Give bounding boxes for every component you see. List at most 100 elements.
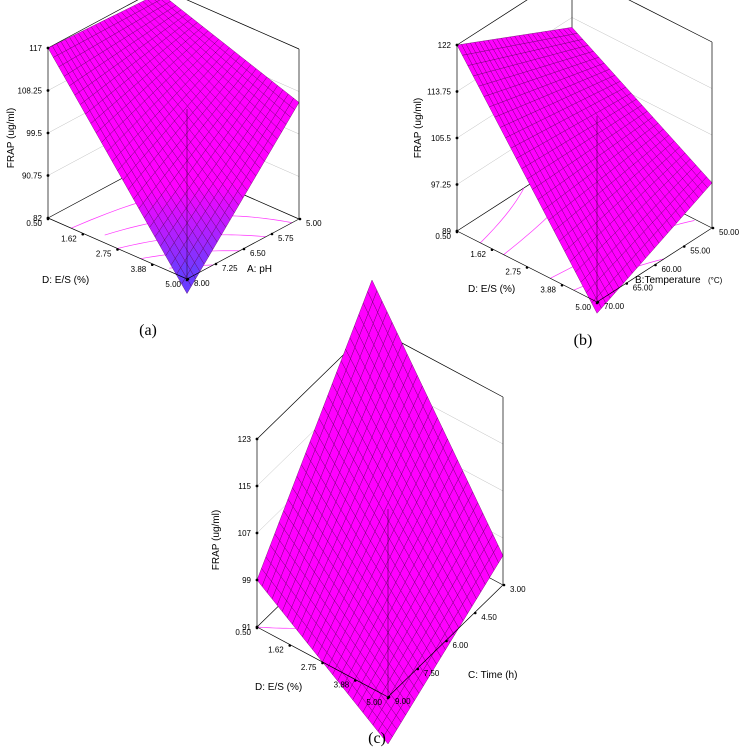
y-tick-label: 60.00: [662, 265, 683, 274]
chart-panel-c: 91 99 107 115 123 0.50 1.62 2.75 3.88 5.00 9.00 7.5…: [211, 279, 526, 747]
x-tick-label: 3.88: [131, 265, 147, 274]
x-tick-label: 0.50: [235, 628, 251, 637]
x-axis-label: D: E/S (%): [468, 284, 515, 295]
x-tick-label: 0.50: [435, 232, 451, 241]
z-tick-label: 99: [242, 576, 251, 585]
y-axis-unit: (°C): [708, 276, 723, 285]
x-tick-label: 3.88: [540, 285, 556, 294]
response-surface-c: [256, 279, 504, 745]
z-tick-label: 99.5: [26, 129, 42, 138]
y-tick-dot: [502, 583, 506, 587]
x-tick-dot: [255, 626, 259, 630]
y-tick-label: 50.00: [719, 228, 740, 237]
z-tick-label: 82: [33, 214, 42, 223]
z-tick-label: 90.75: [22, 172, 43, 181]
y-tick-label: 7.25: [222, 264, 238, 273]
x-tick-label: 5.00: [366, 698, 382, 707]
x-tick-dot: [288, 644, 292, 647]
y-tick-label: 65.00: [633, 284, 654, 293]
y-tick-label: 55.00: [690, 247, 711, 256]
z-tick-dot: [46, 174, 50, 177]
x-tick-dot: [560, 283, 564, 287]
z-axis-label: FRAP (ug/ml): [413, 98, 424, 158]
y-tick-label: 9.00: [395, 697, 411, 706]
x-tick-dot: [455, 230, 459, 234]
y-tick-label: 4.50: [481, 613, 497, 622]
x-tick-label: 0.50: [26, 219, 42, 228]
x-axis-label: D: E/S (%): [255, 682, 302, 693]
z-tick-label: 115: [238, 482, 251, 491]
x-axis-label: D: E/S (%): [42, 275, 89, 286]
z-tick-dot: [255, 531, 259, 535]
ticks-c: 91 99 107 115 123 0.50 1.62 2.75 3.88 5.00 9.00 7.5…: [235, 435, 526, 707]
x-tick-dot: [150, 263, 154, 267]
ticks-b: 89 97.25 105.5 113.75 122 0.50 1.62 2.75 3.88 5.0…: [427, 41, 739, 312]
x-tick-label: 2.75: [96, 250, 112, 259]
z-tick-dot: [455, 90, 459, 93]
y-tick-dot: [711, 226, 715, 230]
x-tick-label: 1.62: [470, 250, 486, 259]
y-tick-dot: [654, 263, 657, 267]
y-tick-dot: [625, 282, 629, 285]
x-tick-label: 1.62: [61, 234, 77, 243]
z-tick-dot: [46, 131, 50, 135]
z-tick-label: 97.25: [431, 181, 452, 190]
x-tick-dot: [490, 248, 494, 252]
z-tick-dot: [46, 89, 50, 92]
y-tick-dot: [186, 277, 190, 281]
z-tick-label: 113.75: [427, 88, 451, 97]
z-tick-dot: [455, 136, 459, 140]
x-tick-dot: [321, 661, 324, 665]
chart-panel-a: 82 90.75 99.5 108.25 117 0.50 1.62 2.75 3.88 5.00…: [6, 0, 322, 339]
y-axis-label: C: Time (h): [468, 670, 517, 681]
y-tick-label: 8.00: [194, 279, 210, 288]
z-tick-dot: [255, 578, 259, 582]
z-tick-dot: [255, 484, 259, 488]
y-tick-dot: [387, 695, 391, 699]
z-tick-dot: [455, 183, 459, 186]
y-tick-dot: [682, 245, 686, 248]
z-tick-label: 107: [238, 529, 252, 538]
y-tick-dot: [270, 232, 274, 236]
y-tick-dot: [214, 262, 218, 266]
y-tick-label: 7.50: [424, 669, 440, 678]
z-tick-label: 117: [29, 44, 42, 53]
x-tick-dot: [525, 266, 529, 269]
z-axis-label: FRAP (ug/ml): [6, 108, 17, 168]
x-tick-dot: [116, 248, 119, 251]
ticks-a: 82 90.75 99.5 108.25 117 0.50 1.62 2.75 3.88 5.00…: [18, 44, 323, 289]
x-tick-label: 1.62: [268, 646, 284, 655]
z-tick-label: 91: [242, 623, 251, 632]
z-tick-dot: [255, 437, 259, 441]
panel-label: (a): [139, 322, 157, 339]
y-tick-label: 70.00: [604, 302, 625, 311]
z-tick-label: 105.5: [431, 134, 452, 143]
y-tick-label: 5.00: [306, 219, 322, 228]
x-tick-dot: [46, 217, 50, 221]
y-tick-label: 6.50: [250, 249, 266, 258]
x-tick-label: 5.00: [575, 303, 591, 312]
y-tick-label: 5.75: [278, 234, 294, 243]
x-tick-label: 3.88: [334, 681, 350, 690]
y-tick-dot: [242, 247, 246, 251]
panel-label: (b): [574, 332, 593, 349]
z-tick-label: 122: [438, 41, 452, 50]
y-tick-dot: [416, 667, 420, 671]
response-surface-a: [47, 0, 300, 294]
y-axis-label: B:Temperature: [635, 275, 701, 286]
response-surface-b: [456, 27, 713, 314]
z-tick-dot: [46, 46, 50, 50]
x-tick-label: 2.75: [505, 268, 521, 277]
x-tick-label: 2.75: [301, 663, 317, 672]
y-tick-label: 6.00: [453, 641, 469, 650]
z-tick-dot: [455, 43, 459, 47]
chart-panel-b: 89 97.25 105.5 113.75 122 0.50 1.62 2.75 3.88 5.0…: [413, 0, 740, 349]
panel-label: (c): [368, 730, 386, 747]
y-tick-dot: [596, 300, 600, 304]
z-axis-label: FRAP (ug/ml): [211, 510, 222, 570]
x-tick-label: 5.00: [165, 280, 181, 289]
y-tick-dot: [298, 217, 302, 221]
z-tick-label: 123: [238, 435, 252, 444]
z-tick-label: 108.25: [18, 87, 43, 96]
